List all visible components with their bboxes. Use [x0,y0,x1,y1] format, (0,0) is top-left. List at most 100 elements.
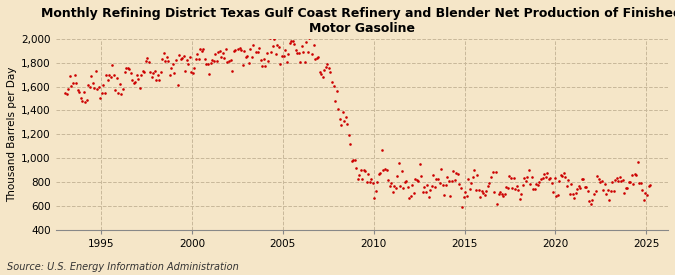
Point [122,66,133,70]
Point [302,50,313,54]
Point [346,159,357,163]
Point [80,100,90,104]
Point [154,78,165,82]
Point [529,187,540,191]
Point [313,55,324,59]
Point [624,180,634,185]
Point [622,186,632,191]
Point [219,56,230,60]
Point [137,69,148,73]
Point [404,196,414,200]
Point [525,182,536,186]
Point [631,172,642,177]
Point [591,174,602,178]
Point [366,177,377,181]
Point [255,57,266,62]
Point [178,54,189,58]
Point [331,89,342,94]
Point [254,46,265,50]
Point [596,179,607,183]
Point [361,180,372,185]
Point [583,189,593,193]
Point [65,73,76,78]
Point [165,72,176,77]
Point [554,179,564,183]
Point [394,161,404,166]
Point [516,191,526,196]
Point [439,192,450,197]
Point [628,181,639,186]
Point [475,194,486,199]
Point [616,179,626,183]
Point [334,117,345,121]
Point [435,166,446,171]
Point [363,172,374,176]
Point [163,58,174,63]
Point [451,171,462,175]
Point [358,168,369,172]
Point [504,174,514,178]
Point [222,60,233,64]
Point [271,52,281,56]
Point [462,193,472,198]
Point [103,78,113,82]
Point [316,72,327,76]
Point [385,181,396,185]
Point [288,39,298,44]
Point [607,180,618,184]
Point [148,70,159,75]
Point [450,177,460,182]
Point [602,188,613,192]
Point [283,52,294,56]
Point [605,189,616,193]
Point [419,185,430,189]
Point [469,167,480,172]
Point [205,60,216,65]
Point [97,90,107,95]
Point [390,186,401,190]
Point [202,62,213,67]
Point [406,194,416,198]
Point [228,49,239,53]
Point [342,122,352,126]
Point [189,66,200,70]
Point [209,59,219,63]
Point [428,173,439,177]
Point [351,166,362,170]
Point [307,52,318,56]
Point [284,41,295,45]
Point [69,73,80,77]
Point [560,175,570,180]
Point [524,167,535,172]
Point [348,158,358,162]
Point [389,184,400,188]
Point [265,36,275,40]
Point [357,177,368,181]
Point [558,171,569,175]
Point [199,56,210,61]
Point [595,180,605,184]
Point [74,90,84,95]
Point [290,48,301,52]
Point [198,47,209,51]
Point [639,197,649,202]
Point [119,70,130,74]
Point [84,85,95,89]
Point [512,184,522,188]
Point [340,115,351,120]
Point [493,191,504,196]
Point [259,57,269,61]
Point [433,177,443,182]
Point [68,81,78,85]
Point [566,182,576,186]
Point [466,181,477,185]
Point [410,177,421,182]
Point [180,68,190,73]
Point [535,177,546,182]
Point [383,178,394,182]
Point [230,48,240,53]
Point [140,59,151,64]
Point [481,189,492,194]
Point [71,80,82,85]
Point [626,172,637,177]
